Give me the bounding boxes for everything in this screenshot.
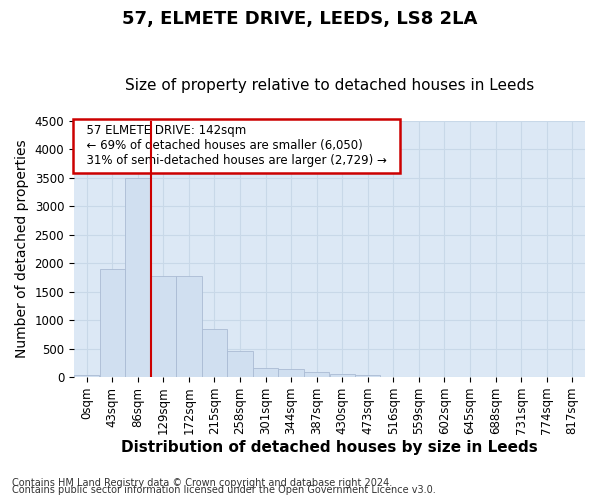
Bar <box>151 276 176 377</box>
Bar <box>253 368 278 377</box>
Bar <box>278 368 304 377</box>
Bar <box>100 269 125 377</box>
Bar <box>329 374 355 377</box>
Bar <box>304 372 329 377</box>
Y-axis label: Number of detached properties: Number of detached properties <box>15 140 29 358</box>
Bar <box>227 352 253 377</box>
Text: Contains public sector information licensed under the Open Government Licence v3: Contains public sector information licen… <box>12 485 436 495</box>
Text: Contains HM Land Registry data © Crown copyright and database right 2024.: Contains HM Land Registry data © Crown c… <box>12 478 392 488</box>
Text: 57, ELMETE DRIVE, LEEDS, LS8 2LA: 57, ELMETE DRIVE, LEEDS, LS8 2LA <box>122 10 478 28</box>
Text: 57 ELMETE DRIVE: 142sqm
  ← 69% of detached houses are smaller (6,050)
  31% of : 57 ELMETE DRIVE: 142sqm ← 69% of detache… <box>79 124 394 168</box>
Bar <box>74 376 100 377</box>
Bar <box>355 376 380 377</box>
X-axis label: Distribution of detached houses by size in Leeds: Distribution of detached houses by size … <box>121 440 538 455</box>
Bar <box>125 178 151 377</box>
Bar <box>202 328 227 377</box>
Title: Size of property relative to detached houses in Leeds: Size of property relative to detached ho… <box>125 78 534 93</box>
Bar <box>176 276 202 377</box>
